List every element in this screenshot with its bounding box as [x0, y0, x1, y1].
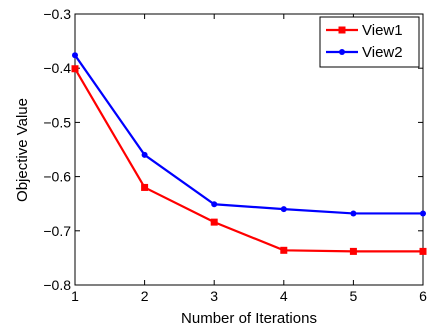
- data-point-view1: [141, 183, 149, 191]
- x-tick-label: 4: [280, 288, 288, 304]
- series-line-view2: [74, 54, 423, 215]
- x-tick-label: 2: [141, 288, 149, 304]
- y-tick-label: −0.4: [43, 60, 71, 76]
- y-tick-label: −0.6: [43, 169, 71, 185]
- x-tick-label: 3: [210, 288, 218, 304]
- y-tick-label: −0.5: [43, 114, 71, 130]
- x-tick-label: 1: [71, 288, 79, 304]
- data-point-view2: [72, 52, 78, 59]
- legend-marker-view1: [338, 26, 346, 34]
- y-axis-ticks: −0.8 −0.7 −0.6 −0.5 −0.4 −0.3: [43, 6, 423, 293]
- data-point-view1: [280, 246, 288, 254]
- data-point-view2: [141, 151, 148, 158]
- series-line-view1: [74, 68, 423, 253]
- series-layer: [71, 52, 427, 255]
- x-axis-label: Number of Iterations: [181, 310, 317, 327]
- x-tick-label: 6: [419, 288, 427, 304]
- legend-box: [319, 16, 420, 68]
- y-tick-label: −0.8: [43, 277, 71, 293]
- data-point-view2: [280, 206, 287, 213]
- y-tick-label: −0.7: [43, 223, 71, 239]
- data-point-view1: [349, 247, 357, 255]
- data-point-view2: [350, 210, 357, 217]
- legend-label-view1: View1: [362, 22, 403, 39]
- legend-label-view2: View2: [362, 44, 403, 61]
- data-point-view2: [211, 201, 218, 208]
- y-axis-label: Objective Value: [14, 98, 31, 202]
- x-axis-ticks: 1 2 3 4 5 6: [71, 14, 427, 304]
- data-point-view1: [210, 218, 218, 226]
- y-tick-label: −0.3: [43, 6, 71, 22]
- x-tick-label: 5: [350, 288, 358, 304]
- legend-marker-view2: [339, 49, 345, 55]
- data-point-view1: [71, 65, 79, 73]
- legend: View1 View2: [319, 16, 420, 68]
- data-point-view1: [419, 247, 427, 255]
- data-point-view2: [420, 210, 426, 217]
